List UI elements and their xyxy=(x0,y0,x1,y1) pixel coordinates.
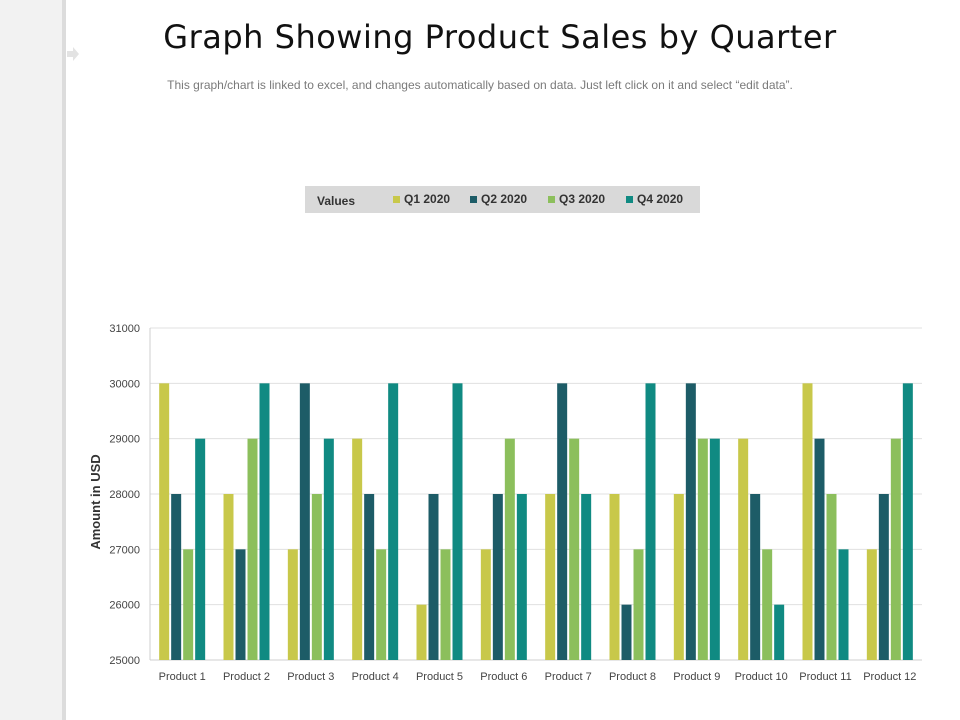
bar-12-q1 xyxy=(866,549,877,660)
bar-2-q2 xyxy=(235,549,246,660)
bar-7-q4 xyxy=(581,494,592,660)
chart-legend: Values Q1 2020 Q2 2020 Q3 2020 Q4 2020 xyxy=(305,186,700,213)
legend-label-q2: Q2 2020 xyxy=(481,192,528,206)
bar-10-q4 xyxy=(774,604,785,660)
bar-12-q3 xyxy=(890,438,901,660)
y-tick-label-27000: 27000 xyxy=(109,544,140,556)
bar-8-q2 xyxy=(621,604,632,660)
bar-7-q2 xyxy=(557,383,568,660)
y-tick-label-31000: 31000 xyxy=(109,323,140,335)
bar-4-q2 xyxy=(364,494,375,660)
legend-swatch-q1 xyxy=(393,195,400,203)
bar-5-q2 xyxy=(428,494,439,660)
x-category-label-5: Product 5 xyxy=(416,671,463,683)
arrow-right-icon xyxy=(67,47,79,61)
bar-9-q3 xyxy=(697,438,708,660)
bar-7-q3 xyxy=(569,438,580,660)
x-category-label-10: Product 10 xyxy=(735,671,788,683)
bar-9-q2 xyxy=(685,383,696,660)
bar-5-q3 xyxy=(440,549,451,660)
bar-11-q2 xyxy=(814,438,825,660)
bar-8-q1 xyxy=(609,494,620,660)
y-tick-label-26000: 26000 xyxy=(109,600,140,612)
legend-item-q1: Q1 2020 xyxy=(393,192,450,206)
page-title: Graph Showing Product Sales by Quarter xyxy=(163,18,837,56)
bar-3-q4 xyxy=(323,438,334,660)
bar-9-q4 xyxy=(709,438,720,660)
bar-11-q3 xyxy=(826,494,837,660)
y-tick-label-29000: 29000 xyxy=(109,434,140,446)
x-category-label-12: Product 12 xyxy=(863,671,916,683)
x-category-label-4: Product 4 xyxy=(352,671,399,683)
legend-label-q4: Q4 2020 xyxy=(637,192,684,206)
legend-swatch-q3 xyxy=(548,195,555,203)
bar-10-q2 xyxy=(750,494,761,660)
bar-4-q4 xyxy=(388,383,399,660)
y-tick-label-30000: 30000 xyxy=(109,378,140,390)
legend-label-q3: Q3 2020 xyxy=(559,192,606,206)
y-axis-title: Amount in USD xyxy=(88,454,103,549)
bar-6-q4 xyxy=(516,494,527,660)
side-panel xyxy=(0,0,62,720)
bar-4-q1 xyxy=(352,438,363,660)
bar-10-q1 xyxy=(738,438,749,660)
bar-1-q2 xyxy=(171,494,182,660)
x-category-label-6: Product 6 xyxy=(480,671,527,683)
bar-3-q3 xyxy=(311,494,322,660)
bar-8-q4 xyxy=(645,383,656,660)
bar-1-q4 xyxy=(195,438,206,660)
bar-2-q3 xyxy=(247,438,258,660)
bar-10-q3 xyxy=(762,549,773,660)
y-tick-label-28000: 28000 xyxy=(109,489,140,501)
bar-6-q2 xyxy=(492,494,503,660)
bar-8-q3 xyxy=(633,549,644,660)
bar-2-q4 xyxy=(259,383,270,660)
legend-label-q1: Q1 2020 xyxy=(404,192,451,206)
legend-swatch-q2 xyxy=(470,195,477,203)
y-tick-label-25000: 25000 xyxy=(109,655,140,667)
bar-12-q4 xyxy=(902,383,913,660)
side-divider xyxy=(62,0,66,720)
x-category-label-11: Product 11 xyxy=(799,671,851,683)
x-category-label-8: Product 8 xyxy=(609,671,656,683)
bar-11-q1 xyxy=(802,383,813,660)
bar-12-q2 xyxy=(878,494,889,660)
legend-title: Values xyxy=(317,194,356,208)
bar-3-q1 xyxy=(287,549,298,660)
page-subtitle: This graph/chart is linked to excel, and… xyxy=(167,78,793,92)
bar-7-q1 xyxy=(545,494,556,660)
bar-5-q4 xyxy=(452,383,463,660)
bar-3-q2 xyxy=(299,383,310,660)
x-category-label-2: Product 2 xyxy=(223,671,270,683)
bar-1-q1 xyxy=(159,383,170,660)
bar-11-q4 xyxy=(838,549,849,660)
bar-6-q3 xyxy=(504,438,515,660)
legend-swatch-q4 xyxy=(626,195,633,203)
x-category-label-1: Product 1 xyxy=(159,671,206,683)
x-category-label-7: Product 7 xyxy=(545,671,592,683)
legend-item-q3: Q3 2020 xyxy=(548,192,605,206)
legend-item-q2: Q2 2020 xyxy=(470,192,527,206)
bar-2-q1 xyxy=(223,494,234,660)
bar-9-q1 xyxy=(673,494,684,660)
bar-6-q1 xyxy=(480,549,491,660)
x-category-label-3: Product 3 xyxy=(287,671,334,683)
bar-4-q3 xyxy=(376,549,387,660)
x-category-label-9: Product 9 xyxy=(673,671,720,683)
legend-item-q4: Q4 2020 xyxy=(626,192,683,206)
bar-5-q1 xyxy=(416,604,427,660)
bar-1-q3 xyxy=(183,549,194,660)
